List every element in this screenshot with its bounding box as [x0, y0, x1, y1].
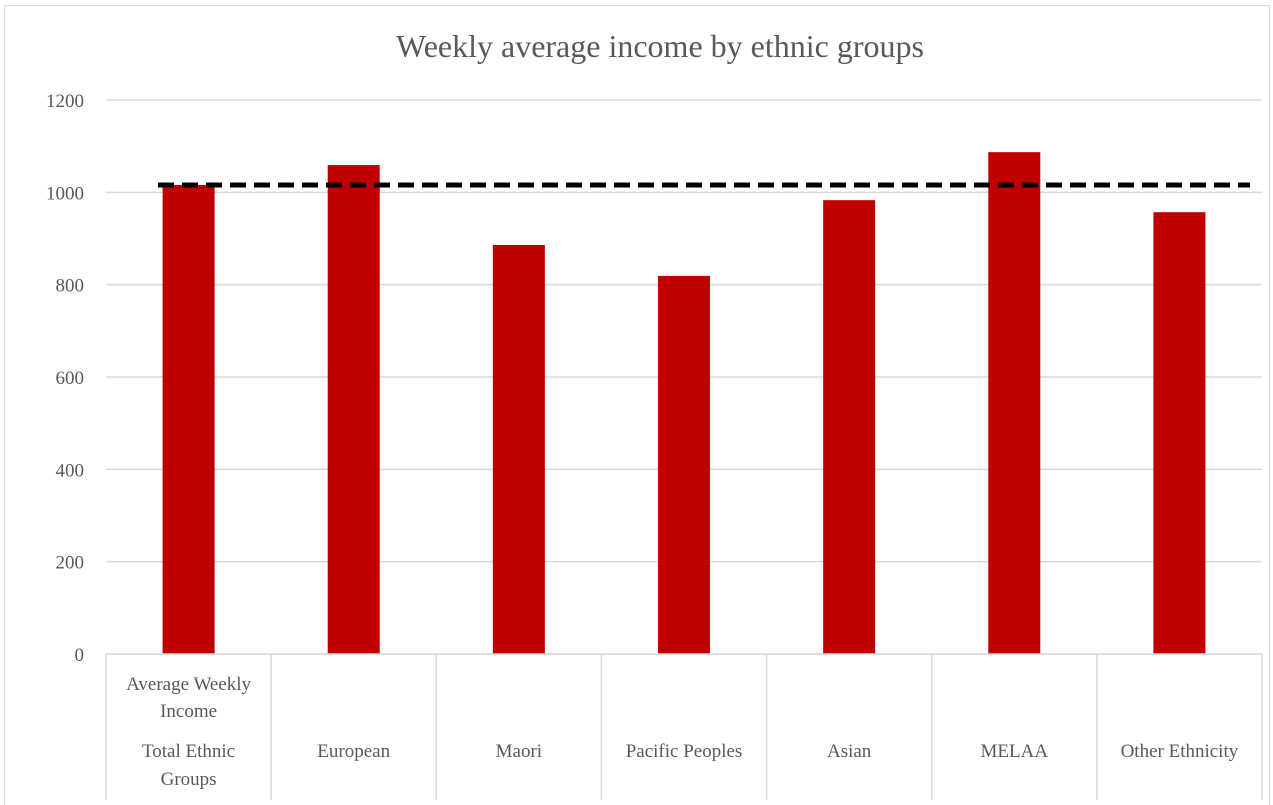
x-tick-label: MELAA — [981, 741, 1049, 762]
y-tick-label: 1000 — [46, 183, 84, 204]
bar — [988, 152, 1041, 654]
x-tick-label: Pacific Peoples — [626, 741, 743, 762]
bars — [162, 152, 1206, 655]
bar — [327, 165, 380, 654]
x-tick-label: Maori — [496, 741, 542, 762]
bar — [823, 200, 876, 654]
chart-area — [4, 5, 1270, 805]
y-axis: 0 200 400 600 800 1000 1200 — [46, 91, 84, 666]
y-tick-label: 0 — [75, 645, 85, 666]
y-tick-label: 1200 — [46, 91, 84, 112]
chart-title: Weekly average income by ethnic groups — [396, 28, 924, 64]
x-axis: Average Weekly Income Total Ethnic Groups Eu… — [105, 653, 1263, 800]
x-tick-label: Other Ethnicity — [1121, 741, 1239, 762]
bar — [658, 275, 710, 654]
bar — [162, 184, 215, 655]
bar — [1153, 212, 1206, 654]
x-tick-label: Asian — [827, 741, 872, 762]
x-header-label: Average Weekly Income — [126, 674, 251, 722]
bar — [492, 244, 545, 655]
x-tick-label: Total Ethnic Groups — [142, 741, 235, 790]
y-tick-label: 600 — [56, 368, 85, 389]
x-tick-label: European — [317, 741, 390, 762]
y-tick-label: 200 — [56, 553, 85, 574]
y-tick-label: 400 — [56, 460, 85, 481]
y-tick-label: 800 — [56, 276, 85, 297]
